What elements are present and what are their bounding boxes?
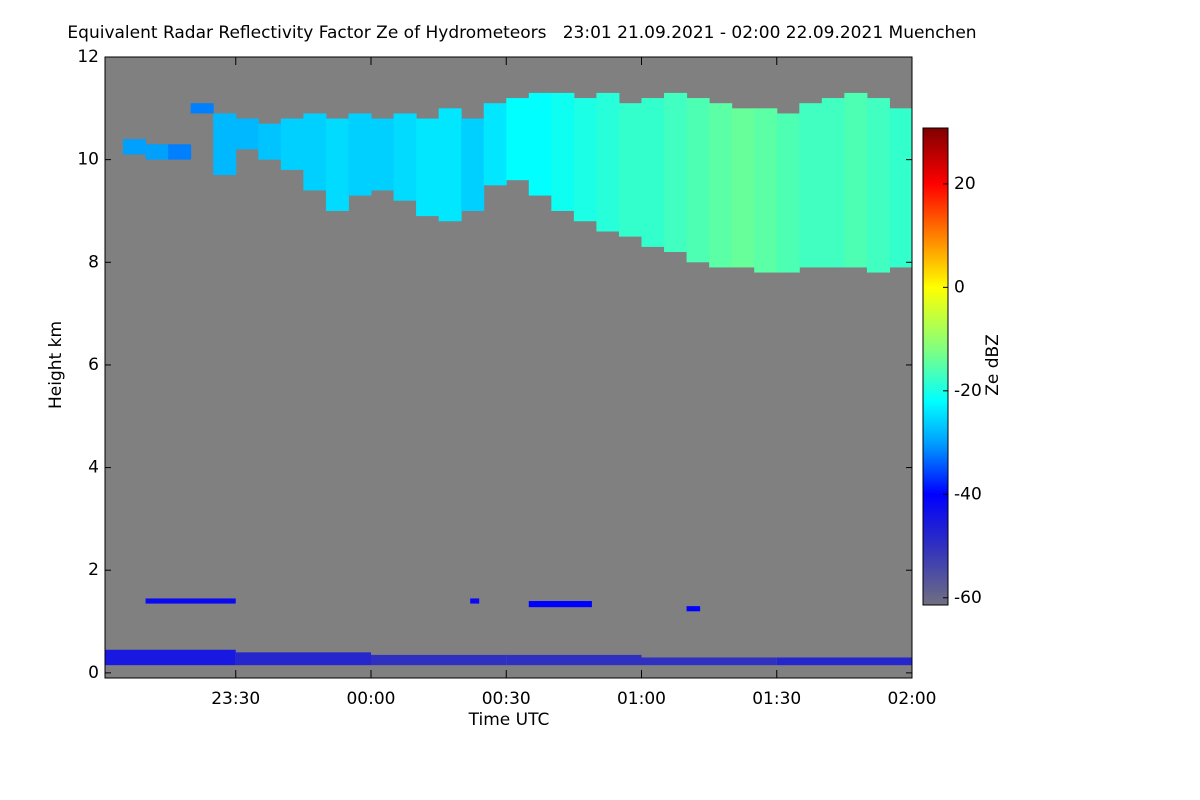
plot-frame	[104, 56, 913, 679]
echo-cell	[799, 103, 823, 268]
echo-cell	[506, 654, 642, 666]
y-tick-label: 0	[88, 663, 99, 683]
colorbar-tick-label: 0	[954, 277, 965, 297]
colorbar	[922, 127, 949, 606]
colorbar-tick-label: -40	[954, 484, 982, 504]
echo-cell	[325, 118, 349, 211]
echo-cell	[776, 113, 800, 273]
colorbar-label: Ze dBZ	[983, 334, 1003, 396]
echo-cell	[686, 98, 710, 263]
y-tick-label: 6	[88, 355, 99, 375]
echo-cell	[641, 98, 665, 247]
echo-cell	[866, 98, 890, 273]
y-tick-label: 8	[88, 252, 99, 272]
echo-cell	[168, 144, 192, 160]
x-axis-label: Time UTC	[468, 710, 550, 730]
echo-cell	[528, 601, 592, 608]
echo-cell	[754, 108, 778, 273]
y-tick-label: 4	[88, 458, 99, 478]
plot-data	[105, 92, 912, 666]
echo-cell	[416, 118, 440, 217]
echo-cell	[844, 92, 868, 268]
echo-cell	[731, 108, 755, 268]
echo-cell	[190, 103, 214, 114]
x-tick-label: 02:00	[888, 689, 937, 709]
echo-cell	[213, 113, 237, 176]
x-tick-label: 23:30	[211, 689, 260, 709]
x-tick-label: 00:30	[482, 689, 531, 709]
echo-cell	[709, 103, 733, 268]
y-tick-label: 2	[88, 560, 99, 580]
echo-cell	[145, 598, 236, 604]
y-axis-label: Height km	[46, 321, 66, 409]
echo-cell	[393, 113, 417, 201]
colorbar-tick-label: -20	[954, 381, 982, 401]
echo-cell	[235, 118, 259, 150]
x-tick-label: 01:30	[752, 689, 801, 709]
echo-cell	[821, 98, 845, 268]
echo-cell	[776, 657, 912, 666]
chart-title: Equivalent Radar Reflectivity Factor Ze …	[67, 23, 976, 43]
echo-cell	[889, 108, 912, 268]
echo-cell	[686, 606, 701, 612]
echo-cell	[641, 657, 777, 666]
echo-cell	[370, 118, 395, 191]
echo-cell	[370, 654, 507, 666]
y-tick-label: 12	[77, 47, 99, 67]
echo-cell	[235, 652, 371, 666]
echo-cell	[528, 92, 552, 196]
echo-cell	[596, 92, 620, 232]
echo-cell	[280, 118, 304, 170]
echo-cell	[438, 108, 462, 222]
echo-cell	[664, 92, 688, 253]
y-tick-label: 10	[77, 150, 99, 170]
x-tick-label: 00:00	[346, 689, 395, 709]
colorbar-tick-label: -60	[954, 588, 982, 608]
echo-cell	[618, 103, 642, 237]
echo-cell	[105, 649, 236, 666]
echo-cell	[506, 98, 530, 181]
echo-cell	[470, 598, 480, 604]
echo-cell	[551, 92, 575, 211]
colorbar-tick-label: 20	[954, 174, 976, 194]
echo-cell	[123, 139, 147, 155]
echo-cell	[303, 113, 327, 191]
echo-cell	[348, 113, 372, 196]
echo-cell	[461, 118, 485, 211]
echo-cell	[145, 144, 169, 160]
x-tick-label: 01:00	[617, 689, 666, 709]
echo-cell	[483, 103, 507, 186]
echo-cell	[573, 98, 597, 222]
echo-cell	[258, 123, 282, 160]
